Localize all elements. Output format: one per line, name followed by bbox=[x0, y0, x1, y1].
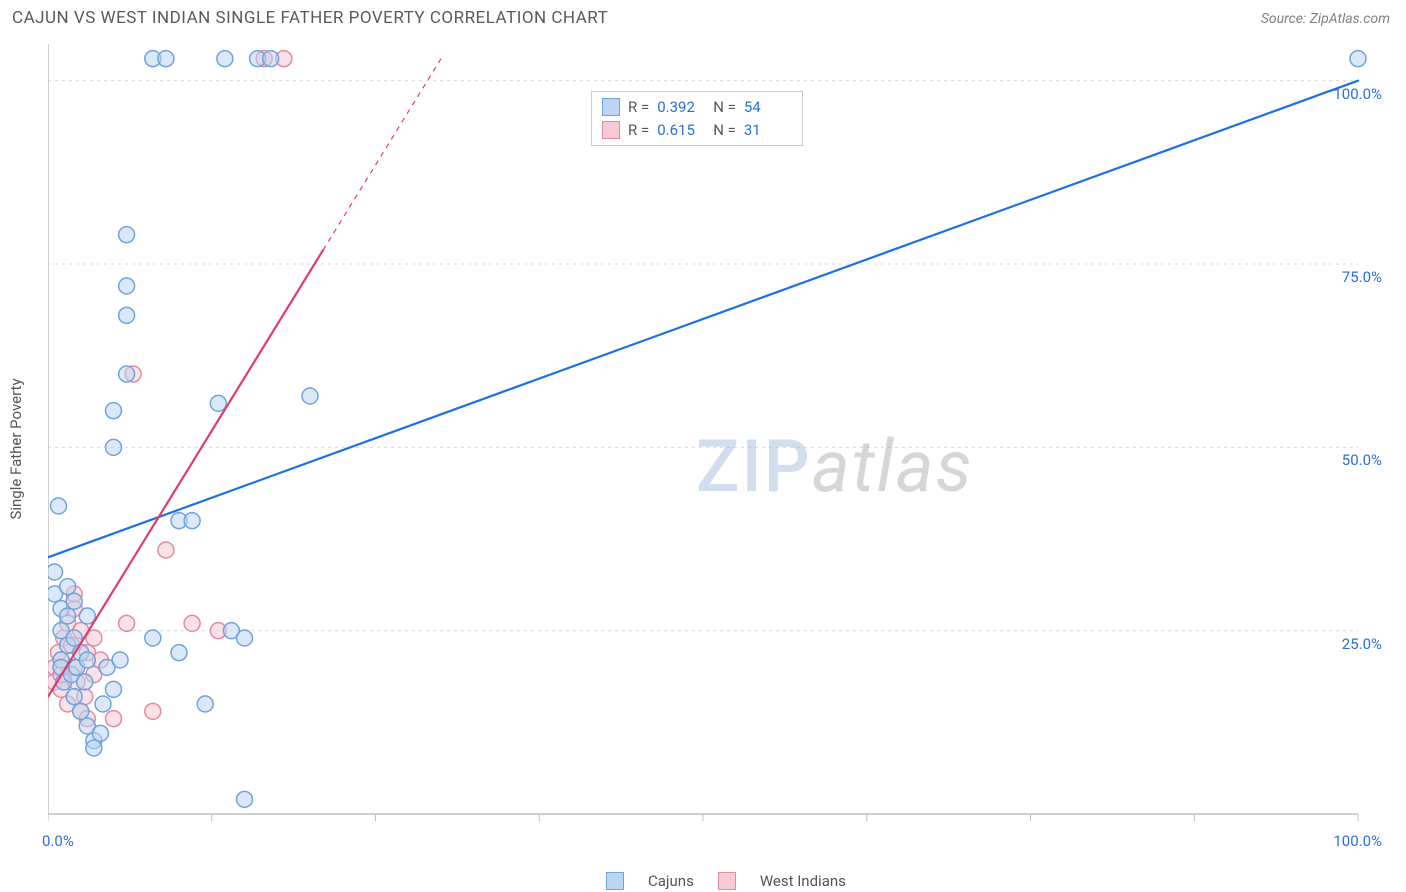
legend-swatch-icon bbox=[718, 872, 736, 890]
legend-swatch-icon bbox=[602, 121, 620, 139]
chart-source: Source: ZipAtlas.com bbox=[1261, 11, 1390, 27]
r-value: 0.392 bbox=[657, 96, 705, 119]
n-value: 54 bbox=[744, 96, 792, 119]
r-label: R = bbox=[628, 119, 649, 142]
r-value: 0.615 bbox=[657, 119, 705, 142]
n-value: 31 bbox=[744, 119, 792, 142]
x-tick-label-min: 0.0% bbox=[42, 832, 74, 850]
stats-legend-row: R = 0.392 N = 54 bbox=[602, 96, 792, 119]
r-label: R = bbox=[628, 96, 649, 119]
legend-swatch-icon bbox=[606, 872, 624, 890]
y-tick-label: 25.0% bbox=[1342, 635, 1382, 653]
y-tick-label: 50.0% bbox=[1342, 451, 1382, 469]
stats-legend-row: R = 0.615 N = 31 bbox=[602, 119, 792, 142]
legend-label: West Indians bbox=[760, 872, 846, 890]
y-tick-label: 75.0% bbox=[1342, 268, 1382, 286]
legend-label: Cajuns bbox=[648, 872, 694, 890]
stats-legend: R = 0.392 N = 54 R = 0.615 N = 31 bbox=[591, 91, 803, 146]
series-legend: Cajuns West Indians bbox=[606, 872, 846, 890]
chart-title: CAJUN VS WEST INDIAN SINGLE FATHER POVER… bbox=[12, 8, 608, 28]
scatter-plot bbox=[48, 44, 1386, 854]
x-tick-label-max: 100.0% bbox=[1333, 832, 1382, 850]
legend-swatch-icon bbox=[602, 98, 620, 116]
chart-area: Single Father Poverty ZIPatlas R = 0.392… bbox=[36, 44, 1386, 854]
y-tick-label: 100.0% bbox=[1333, 85, 1382, 103]
n-label: N = bbox=[713, 96, 736, 119]
y-axis-label: Single Father Poverty bbox=[7, 378, 25, 519]
n-label: N = bbox=[713, 119, 736, 142]
chart-header: CAJUN VS WEST INDIAN SINGLE FATHER POVER… bbox=[0, 0, 1406, 34]
